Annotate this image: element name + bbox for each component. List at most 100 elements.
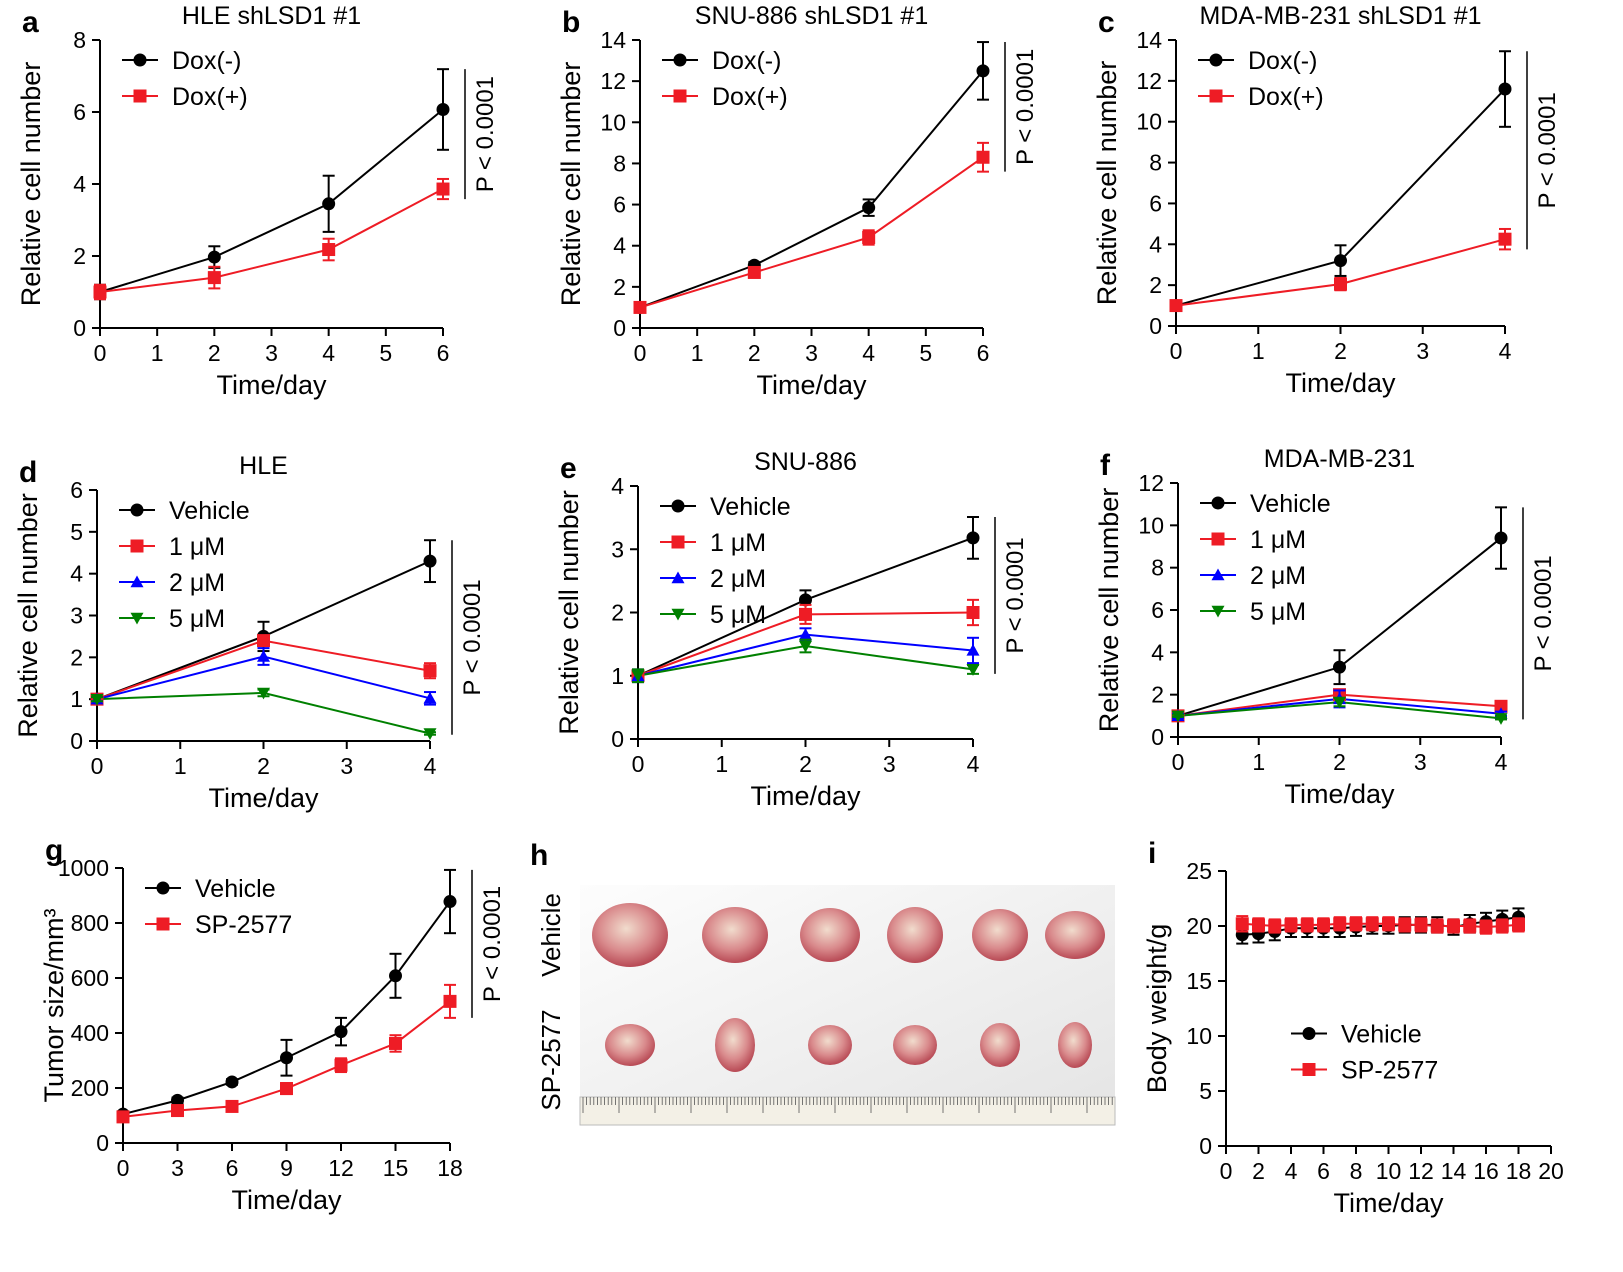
x-axis-label: Time/day: [216, 370, 327, 400]
x-tick-label: 3: [1414, 749, 1427, 775]
marker: [1302, 1063, 1316, 1076]
y-axis-label: Tumor size/mm³: [39, 908, 69, 1102]
x-axis-label: Time/day: [1285, 368, 1396, 398]
marker: [130, 503, 144, 517]
marker: [631, 670, 645, 683]
y-tick-label: 14: [1136, 27, 1162, 53]
x-tick-label: 4: [1499, 338, 1512, 364]
marker: [322, 243, 336, 257]
legend-label: Dox(-): [1248, 47, 1317, 75]
marker: [1300, 918, 1314, 932]
chart-title: MDA-MB-231 shLSD1 #1: [1199, 2, 1481, 30]
marker: [133, 89, 147, 103]
y-tick-label: 15: [1186, 968, 1212, 994]
marker: [1495, 919, 1509, 933]
marker: [1494, 713, 1508, 725]
ruler: [579, 1096, 1116, 1126]
marker: [1211, 496, 1225, 510]
significance-label: P < 0.0001: [1530, 555, 1557, 671]
marker: [976, 150, 990, 164]
marker: [1334, 277, 1347, 291]
panel-label: f: [1100, 449, 1111, 482]
legend-label: 1 μM: [169, 533, 225, 561]
x-tick-label: 2: [1334, 338, 1347, 364]
x-tick-label: 1: [1252, 338, 1265, 364]
y-tick-label: 200: [71, 1075, 109, 1101]
marker: [116, 1110, 130, 1124]
marker: [1349, 917, 1363, 931]
y-tick-label: 0: [1151, 724, 1164, 750]
marker: [1209, 53, 1223, 67]
x-axis-label: Time/day: [231, 1185, 342, 1215]
series-line: [639, 70, 984, 309]
x-tick-label: 6: [437, 340, 450, 366]
tumor: [980, 1023, 1020, 1067]
y-tick-label: 0: [611, 726, 624, 752]
y-axis-label: Relative cell number: [13, 493, 43, 738]
x-tick-label: 6: [1317, 1158, 1330, 1184]
marker: [1302, 1027, 1316, 1040]
marker: [671, 535, 685, 549]
x-tick-label: 0: [632, 751, 645, 777]
x-tick-label: 12: [1408, 1158, 1434, 1184]
marker: [322, 197, 336, 211]
marker: [1235, 917, 1249, 931]
x-tick-label: 4: [424, 753, 437, 779]
x-tick-label: 16: [1473, 1158, 1499, 1184]
x-tick-label: 2: [208, 340, 221, 366]
marker: [976, 64, 990, 78]
x-tick-label: 3: [805, 340, 818, 366]
y-tick-label: 0: [73, 315, 86, 341]
legend-label: 1 μM: [710, 529, 766, 557]
y-tick-label: 400: [71, 1020, 109, 1046]
marker: [423, 664, 437, 678]
marker: [671, 608, 685, 621]
marker: [389, 969, 402, 983]
row-label: SP-2577: [536, 1009, 566, 1110]
marker: [1498, 82, 1512, 96]
legend-label: Vehicle: [195, 875, 276, 903]
marker: [1430, 919, 1444, 933]
x-tick-label: 1: [691, 340, 704, 366]
legend-label: 2 μM: [710, 565, 766, 593]
marker: [133, 53, 147, 67]
x-tick-label: 1: [1252, 749, 1265, 775]
marker: [443, 994, 457, 1008]
y-tick-label: 2: [611, 600, 624, 626]
x-tick-label: 1: [174, 753, 187, 779]
y-axis-label: Relative cell number: [1092, 61, 1122, 306]
legend-label: 5 μM: [710, 601, 766, 629]
series-line: [99, 108, 444, 293]
significance-label: P < 0.0001: [1534, 92, 1561, 208]
marker: [207, 250, 221, 264]
x-tick-label: 2: [748, 340, 761, 366]
marker: [1365, 917, 1379, 931]
y-tick-label: 0: [96, 1130, 109, 1156]
marker: [1333, 917, 1347, 931]
marker: [673, 53, 687, 67]
marker: [156, 917, 170, 931]
y-axis-label: Relative cell number: [16, 62, 46, 307]
legend-label: Vehicle: [169, 497, 250, 525]
y-tick-label: 1000: [58, 855, 109, 881]
x-tick-label: 12: [328, 1155, 354, 1181]
legend-label: SP-2577: [1341, 1057, 1438, 1085]
marker: [171, 1093, 184, 1107]
tumor: [972, 909, 1028, 961]
x-tick-label: 9: [280, 1155, 293, 1181]
y-tick-label: 6: [73, 99, 86, 125]
tumor: [1045, 911, 1105, 959]
x-tick-label: 3: [265, 340, 278, 366]
x-tick-label: 1: [151, 340, 164, 366]
x-tick-label: 0: [634, 340, 647, 366]
x-tick-label: 4: [322, 340, 335, 366]
legend-label: Vehicle: [1250, 490, 1331, 518]
marker: [280, 1051, 293, 1065]
y-tick-label: 12: [600, 68, 626, 94]
marker: [443, 895, 457, 909]
x-tick-label: 3: [340, 753, 353, 779]
marker: [1398, 918, 1412, 932]
panel-label: c: [1098, 6, 1115, 39]
y-tick-label: 6: [613, 192, 626, 218]
y-axis-label: Relative cell number: [556, 62, 586, 307]
